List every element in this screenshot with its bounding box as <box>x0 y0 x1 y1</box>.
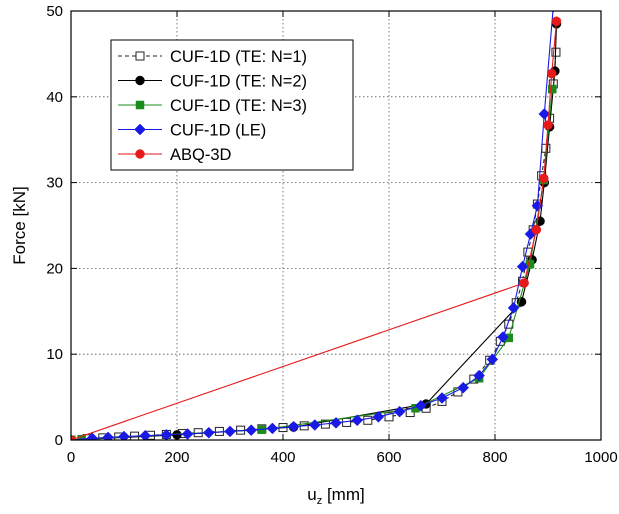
y-tick-label: 40 <box>46 89 63 106</box>
data-point <box>538 108 551 120</box>
data-point <box>160 428 173 440</box>
data-point <box>363 415 373 425</box>
data-point <box>525 259 535 269</box>
legend-label: ABQ-3D <box>170 146 232 164</box>
data-point <box>308 419 321 431</box>
plot-frame <box>70 10 602 441</box>
legend-marker <box>135 149 145 159</box>
data-point <box>118 430 130 440</box>
x-axis-title: uz [mm] <box>307 485 364 507</box>
data-point <box>543 120 553 130</box>
data-point <box>393 405 406 418</box>
x-tick-label: 600 <box>376 449 401 466</box>
legend-item-1: CUF-1D (TE: N=1) <box>118 48 307 66</box>
data-point <box>287 420 300 433</box>
data-point <box>202 426 215 439</box>
data-point <box>266 422 279 435</box>
data-point <box>372 410 385 423</box>
legend-item-5: ABQ-3D <box>118 146 232 164</box>
x-axis-title-unit: [mm] <box>322 485 365 504</box>
data-point <box>384 412 394 422</box>
legend-marker <box>135 100 145 110</box>
data-point <box>414 399 427 412</box>
axis-ticks: 0 200 400 600 800 1000 0 10 20 30 40 50 <box>46 3 617 466</box>
x-tick-label: 1000 <box>584 449 617 466</box>
data-point <box>546 68 557 79</box>
legend-marker <box>135 51 145 61</box>
data-point <box>86 432 99 440</box>
x-tick-label: 200 <box>164 449 189 466</box>
legend-item-3: CUF-1D (TE: N=3) <box>118 97 307 115</box>
y-tick-label: 50 <box>46 3 63 20</box>
data-point <box>473 369 485 382</box>
x-tick-label: 0 <box>67 449 75 466</box>
data-point <box>516 260 529 273</box>
data-point <box>486 353 499 366</box>
y-tick-label: 20 <box>46 260 63 277</box>
data-point <box>497 331 509 343</box>
legend-label: CUF-1D (LE) <box>170 122 266 140</box>
data-point <box>539 173 549 184</box>
x-axis-title-subscript: z <box>317 495 323 507</box>
data-point <box>139 429 152 440</box>
data-point <box>330 416 342 429</box>
data-point <box>102 431 114 440</box>
data-point <box>531 225 542 235</box>
y-tick-label: 10 <box>46 346 63 363</box>
series-4 <box>71 11 555 440</box>
data-point <box>457 381 470 394</box>
data-point <box>224 425 236 438</box>
data-point <box>519 278 529 288</box>
x-tick-label: 800 <box>482 449 507 466</box>
legend: CUF-1D (TE: N=1) CUF-1D (TE: N=2) CUF-1D (… <box>110 39 354 171</box>
data-point <box>436 392 448 404</box>
data-point <box>245 424 258 436</box>
legend-item-4: CUF-1D (LE) <box>118 122 266 140</box>
y-tick-label: 0 <box>55 432 63 449</box>
data-point <box>551 16 562 27</box>
data-point <box>351 414 364 427</box>
legend-marker <box>135 75 145 86</box>
data-point <box>507 302 520 314</box>
x-tick-label: 400 <box>270 449 295 466</box>
legend-item-2: CUF-1D (TE: N=2) <box>118 73 307 91</box>
legend-label: CUF-1D (TE: N=2) <box>170 73 307 91</box>
legend-label: CUF-1D (TE: N=1) <box>170 48 307 66</box>
series-5 <box>71 16 562 440</box>
data-point <box>71 435 76 440</box>
legend-marker <box>134 123 146 136</box>
x-axis-title-main: u <box>307 485 316 504</box>
y-tick-label: 30 <box>46 175 63 192</box>
y-axis-title: Force [kN] <box>10 186 29 264</box>
series-layer <box>71 11 562 440</box>
data-point <box>547 84 557 94</box>
legend-label: CUF-1D (TE: N=3) <box>170 97 307 115</box>
